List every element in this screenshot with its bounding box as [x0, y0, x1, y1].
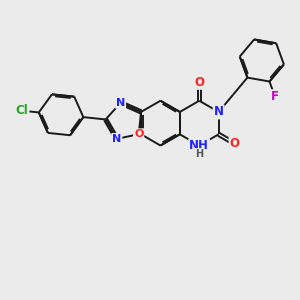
Text: O: O: [194, 76, 204, 89]
Text: N: N: [116, 98, 125, 108]
Text: N: N: [214, 105, 224, 119]
Text: N: N: [112, 134, 122, 144]
Text: NH: NH: [189, 139, 209, 152]
Text: O: O: [230, 137, 239, 150]
Text: O: O: [134, 129, 143, 139]
Text: Cl: Cl: [16, 104, 28, 117]
Text: H: H: [195, 149, 203, 159]
Text: F: F: [271, 90, 279, 103]
